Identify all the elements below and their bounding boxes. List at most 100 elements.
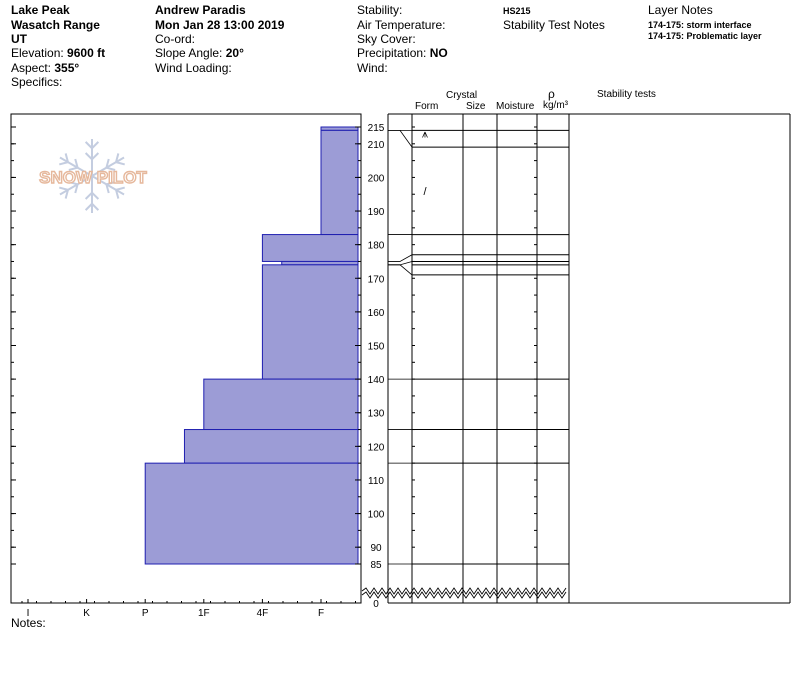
flake-branch	[84, 141, 93, 149]
flake-branch	[84, 152, 93, 161]
hardness-tick-label-2: P	[142, 608, 149, 619]
snowflake-icon	[59, 139, 125, 213]
stability-label: Stability:	[357, 3, 403, 17]
flake-arm	[91, 156, 125, 177]
specifics-label: Specifics:	[11, 75, 63, 89]
height-tick-label-14: 85	[370, 560, 382, 571]
height-tick-label-12: 100	[368, 510, 385, 521]
logo-text: SNOW PILOT	[39, 168, 147, 187]
elevation-value: 9600 ft	[67, 46, 106, 60]
flake-branch	[68, 166, 78, 171]
flake-arm	[59, 156, 93, 177]
height-tick-label-15: 0	[373, 599, 379, 610]
slope-value: 20°	[225, 46, 244, 60]
height-tick-label-8: 140	[368, 375, 385, 386]
hardness-bar-7	[144, 462, 359, 565]
snow-break-zigzag	[361, 587, 567, 599]
layer-note-1: 174-175: storm interface	[648, 20, 752, 30]
precipitation-value: NO	[429, 46, 448, 60]
flake-branch	[115, 189, 120, 199]
flake-branch	[105, 184, 110, 194]
layer-notes-label: Layer Notes	[648, 3, 713, 17]
observer-name: Andrew Paradis	[155, 3, 246, 17]
height-tick-label-6: 160	[368, 308, 385, 319]
hardness-bar-4	[261, 264, 359, 380]
flake-branch	[91, 203, 100, 211]
layer-boundaries	[412, 129, 569, 565]
height-tick-label-9: 130	[368, 409, 385, 420]
hardness-tick-label-1: K	[83, 608, 90, 619]
layer-connector-3	[388, 254, 413, 262]
flake-branch	[74, 158, 79, 168]
height-tick-label-4: 180	[368, 241, 385, 252]
hardness-bars	[144, 126, 359, 565]
height-tick-label-5: 170	[368, 274, 385, 285]
hardness-bar-2	[261, 234, 359, 262]
density-symbol: ρ	[548, 87, 555, 101]
height-tick-label-13: 90	[370, 543, 382, 554]
flake-branch	[91, 152, 100, 161]
flake-branch	[115, 161, 125, 166]
hardness-bar-3	[281, 260, 359, 266]
flake-branch	[84, 203, 93, 211]
precipitation-label: Precipitation:	[357, 46, 427, 60]
grain-symbol-1: /	[423, 186, 427, 198]
flake-branch	[59, 186, 69, 191]
crystal-header: Crystal	[446, 90, 478, 101]
size-header: Size	[466, 101, 486, 112]
stability-test-notes-label: Stability Test Notes	[503, 18, 605, 32]
wind-label: Wind:	[357, 61, 388, 75]
flake-branch	[59, 161, 69, 166]
flake-arm	[59, 175, 93, 196]
grain-symbol-0: ⩚	[422, 129, 428, 141]
height-tick-label-11: 110	[368, 476, 384, 487]
flake-branch	[91, 191, 100, 200]
aspect-label: Aspect:	[11, 61, 52, 75]
flake-branch	[64, 153, 69, 163]
layer-connector-4	[388, 261, 413, 266]
zigzag-line-1	[361, 591, 567, 599]
flake-branch	[74, 184, 79, 194]
hardness-tick-label-5: F	[318, 608, 324, 619]
flake-branch	[68, 181, 78, 186]
elevation: Elevation: 9600 ft	[11, 46, 105, 60]
layer-note-2: 174-175: Problematic layer	[648, 31, 762, 41]
wind-loading-label: Wind Loading:	[155, 61, 232, 75]
slope-label: Slope Angle:	[155, 46, 223, 60]
precipitation: Precipitation: NO	[357, 46, 448, 60]
coord-label: Co-ord:	[155, 32, 196, 46]
slope-angle: Slope Angle: 20°	[155, 46, 244, 60]
hardness-tick-label-4: 4F	[257, 608, 269, 619]
zigzag-line-0	[361, 587, 567, 595]
hardness-tick-label-0: I	[27, 608, 30, 619]
flake-branch	[105, 158, 110, 168]
density-unit: kg/m³	[543, 100, 568, 111]
height-tick-label-7: 150	[368, 342, 385, 353]
flake-branch	[84, 191, 93, 200]
layer-connector-1	[388, 129, 413, 148]
flake-branch	[106, 181, 116, 186]
hardness-bar-1	[320, 129, 359, 236]
observation-datetime: Mon Jan 28 13:00 2019	[155, 18, 285, 32]
height-tick-label-0: 215	[368, 123, 385, 134]
state: UT	[11, 32, 27, 46]
sky-cover-label: Sky Cover:	[357, 32, 416, 46]
height-tick-label-3: 190	[368, 207, 385, 218]
height-tick-label-2: 200	[368, 173, 385, 184]
hardness-axis: I K P 1F 4F F	[21, 599, 356, 619]
hardness-plot-frame	[10, 113, 362, 604]
layer-connectors	[388, 129, 413, 565]
hardness-bar-0	[320, 126, 359, 131]
moisture-header: Moisture	[496, 101, 535, 112]
aspect-value: 355°	[54, 61, 80, 75]
stability-tests-header: Stability tests	[597, 89, 656, 100]
flake-branch	[106, 166, 116, 171]
layer-table	[387, 113, 791, 604]
grain-form-symbols: ⩚/	[422, 129, 428, 198]
flake-branch	[64, 189, 69, 199]
flake-branch	[115, 153, 120, 163]
hardness-bar-5	[203, 378, 359, 431]
air-temperature-label: Air Temperature:	[357, 18, 446, 32]
flake-branch	[91, 141, 100, 149]
form-header: Form	[415, 101, 439, 112]
